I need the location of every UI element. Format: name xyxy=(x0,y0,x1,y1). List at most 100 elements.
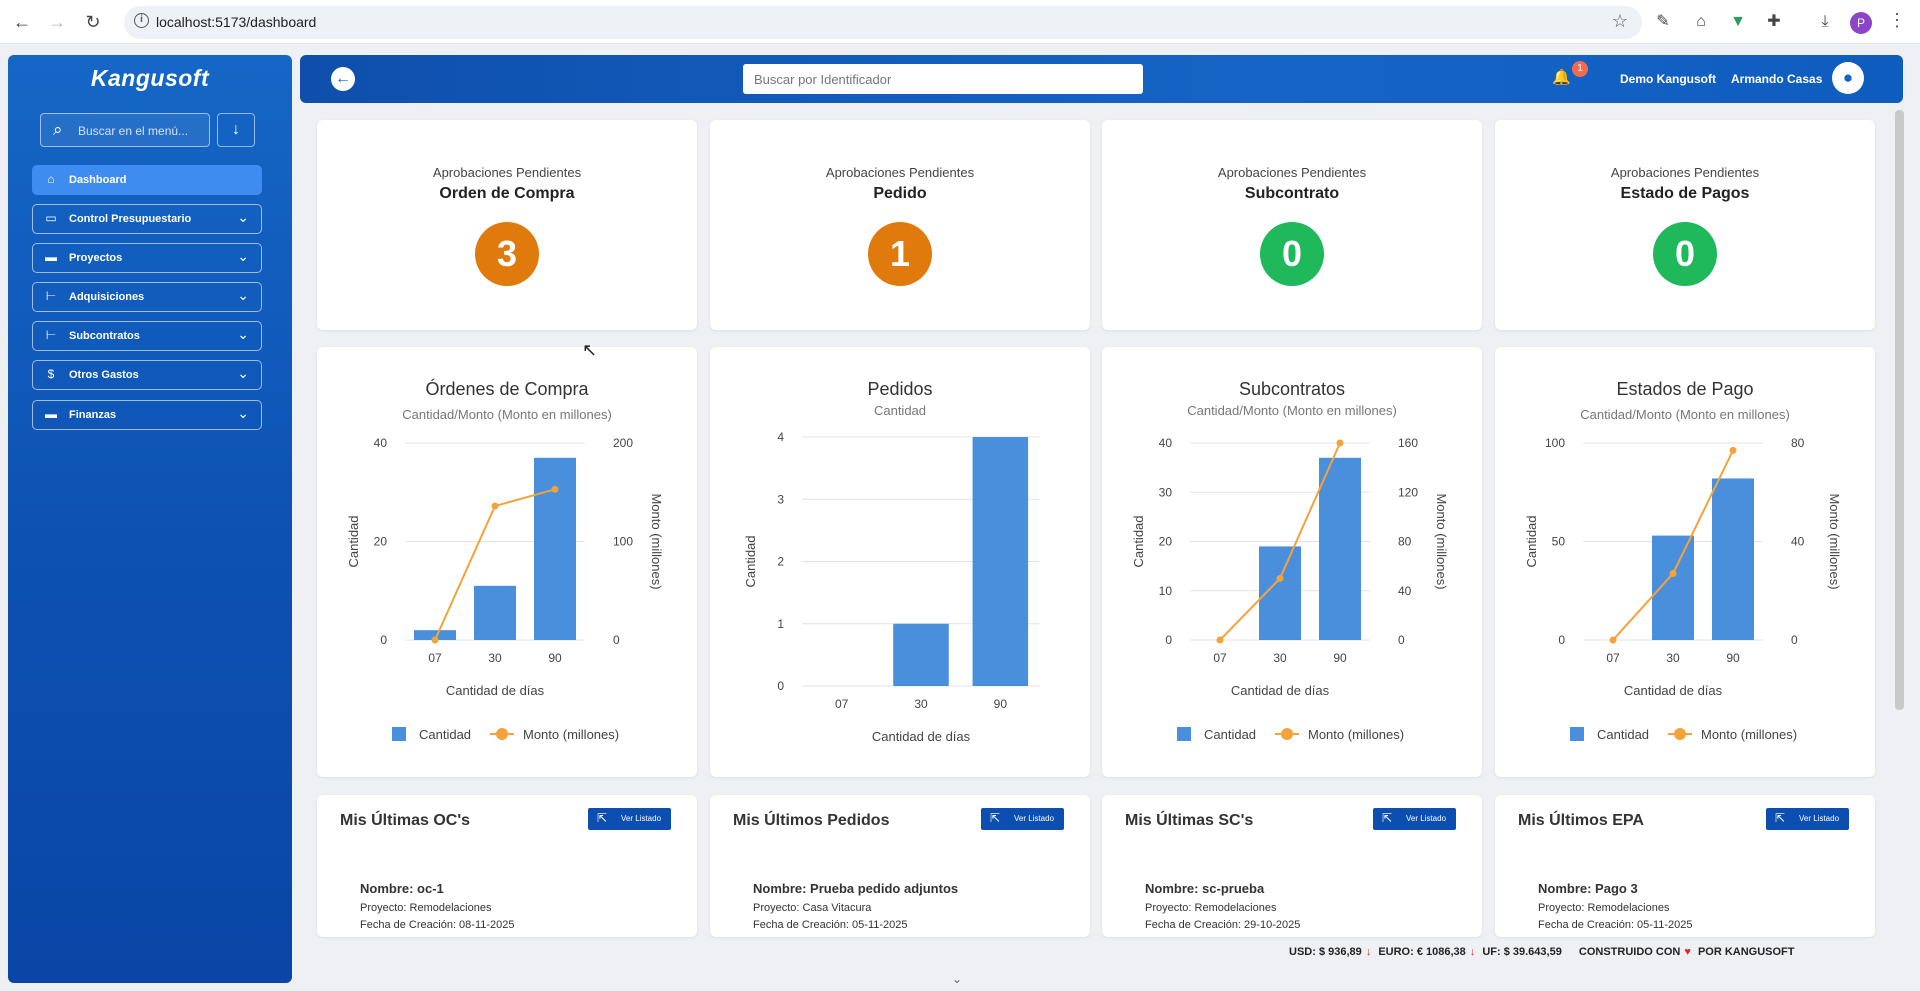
bell-icon[interactable]: 🔔 xyxy=(1552,69,1571,86)
legend-label: Cantidad xyxy=(419,727,471,742)
approval-subtitle: Aprobaciones Pendientes xyxy=(432,165,582,180)
recent-item-date: Fecha de Creación: 05-11-2025 xyxy=(753,919,908,931)
chart-subtitle: Cantidad/Monto (Monto en millones) xyxy=(1187,403,1397,418)
y2-tick-label: 200 xyxy=(613,436,633,450)
site-info-icon[interactable]: i xyxy=(134,13,149,28)
address-bar[interactable]: i localhost:5173/dashboard ☆ xyxy=(124,6,1642,39)
chart-subtitle: Cantidad/Monto (Monto en millones) xyxy=(1580,407,1790,422)
menu-search-input[interactable]: ⌕ Buscar en el menú... xyxy=(40,113,210,147)
chart-card-estados-pago: Estados de Pago Cantidad/Monto (Monto en… xyxy=(1495,347,1875,777)
back-circle-icon[interactable]: ← xyxy=(331,67,355,91)
menu-search-placeholder: Buscar en el menú... xyxy=(78,124,189,138)
chart-title: Estados de Pago xyxy=(1616,379,1754,399)
reload-icon[interactable]: ↻ xyxy=(85,12,101,32)
chart-subtitle: Cantidad xyxy=(873,403,927,418)
approval-count[interactable]: 3 xyxy=(475,222,539,286)
money-icon: $ xyxy=(47,367,55,381)
approval-title: Orden de Compra xyxy=(439,185,575,202)
chevron-down-icon[interactable]: ⌄ xyxy=(952,972,963,986)
sidebar-item-subcontratos[interactable]: ⊢ Subcontratos ⌄ xyxy=(32,321,262,351)
approval-title: Estado de Pagos xyxy=(1620,185,1750,202)
approval-count[interactable]: 1 xyxy=(868,222,932,286)
bar xyxy=(893,623,949,686)
sidebar-item-adquisiciones[interactable]: ⊢ Adquisiciones ⌄ xyxy=(32,282,262,312)
vue-extension-icon[interactable]: ▼ xyxy=(1730,13,1746,30)
ver-listado-button[interactable]: ⇱ Ver Listado xyxy=(981,808,1064,830)
identifier-search-input[interactable]: Buscar por Identificador xyxy=(743,64,1143,94)
bar xyxy=(534,457,576,640)
eyedropper-icon[interactable]: ✎ xyxy=(1656,13,1670,30)
bar xyxy=(474,585,516,640)
ver-listado-label: Ver Listado xyxy=(1406,814,1447,823)
mouse-cursor-icon: ↖ xyxy=(582,340,598,360)
sidebar-item-finanzas[interactable]: ▬ Finanzas ⌄ xyxy=(32,400,262,430)
user-avatar-icon[interactable]: ● xyxy=(1832,62,1864,94)
external-link-icon: ⇱ xyxy=(1382,811,1393,825)
download-icon[interactable]: ⤓ xyxy=(1821,13,1829,30)
tree-icon: ⊢ xyxy=(45,328,57,342)
company-name[interactable]: Demo Kangusoft xyxy=(1620,72,1716,86)
arrow-down-icon[interactable]: ↓ xyxy=(217,113,255,147)
forward-arrow-icon[interactable]: → xyxy=(48,12,66,32)
line-point xyxy=(491,502,499,510)
search-icon: ⌕ xyxy=(53,120,63,139)
recent-item-name[interactable]: Nombre: Prueba pedido adjuntos xyxy=(753,881,959,896)
vertical-scrollbar[interactable] xyxy=(1895,110,1904,710)
sidebar-item-proyectos[interactable]: ▬ Proyectos ⌄ xyxy=(32,243,262,273)
y-axis-label: Cantidad xyxy=(1131,515,1146,567)
recent-title: Mis Últimas OC's xyxy=(340,812,471,829)
chart-title: Órdenes de Compra xyxy=(425,379,589,399)
legend-swatch-bar xyxy=(1570,727,1584,741)
bar xyxy=(972,437,1029,686)
recent-card-pedidos: Mis Últimos Pedidos ⇱ Ver Listado Nombre:… xyxy=(710,795,1090,937)
arrow-down-icon: ↓ xyxy=(1469,946,1476,958)
ver-listado-button[interactable]: ⇱ Ver Listado xyxy=(1766,808,1849,830)
bookmark-star-icon[interactable]: ☆ xyxy=(1611,11,1628,31)
currency-footer: USD: $ 936,89 ↓ EURO: € 1086,38 ↓ UF: $ 39… xyxy=(1289,946,1799,958)
user-name[interactable]: Armando Casas xyxy=(1731,72,1823,86)
y-tick-label: 0 xyxy=(1558,633,1565,647)
y2-tick-label: 120 xyxy=(1398,485,1418,499)
approval-count[interactable]: 0 xyxy=(1260,222,1324,286)
bar xyxy=(1319,457,1361,640)
recent-item-name[interactable]: Nombre: oc-1 xyxy=(360,881,444,896)
recent-item-name[interactable]: Nombre: Pago 3 xyxy=(1538,881,1638,896)
line-point xyxy=(1216,636,1224,644)
heart-icon: ♥ xyxy=(1684,946,1691,958)
y2-axis-label: Monto (millones) xyxy=(1827,493,1842,589)
ver-listado-button[interactable]: ⇱ Ver Listado xyxy=(1373,808,1456,830)
line-point xyxy=(1609,636,1617,644)
recent-item-project: Proyecto: Remodelaciones xyxy=(1145,902,1277,914)
y-tick-label: 50 xyxy=(1552,535,1566,549)
extension-icon[interactable]: ⌂ xyxy=(1696,13,1706,30)
x-tick-label: 07 xyxy=(1213,651,1227,665)
recent-item-name[interactable]: Nombre: sc-prueba xyxy=(1145,881,1265,896)
back-arrow-icon[interactable]: ← xyxy=(13,12,31,32)
approval-title: Subcontrato xyxy=(1244,185,1340,202)
y2-tick-label: 80 xyxy=(1791,436,1805,450)
x-tick-label: 90 xyxy=(994,697,1008,711)
y-tick-label: 40 xyxy=(1159,436,1173,450)
approval-count[interactable]: 0 xyxy=(1653,222,1717,286)
y2-axis-label: Monto (millones) xyxy=(649,493,664,589)
sidebar-item-dashboard[interactable]: ⌂ Dashboard xyxy=(32,165,262,195)
recent-title: Mis Últimos EPA xyxy=(1518,812,1644,829)
puzzle-icon[interactable]: ✚ xyxy=(1767,13,1781,30)
url-text[interactable]: localhost:5173/dashboard xyxy=(156,14,317,30)
x-tick-label: 07 xyxy=(835,697,849,711)
y-tick-label: 40 xyxy=(374,436,388,450)
ver-listado-button[interactable]: ⇱ Ver Listado xyxy=(588,808,671,830)
profile-avatar[interactable]: P xyxy=(1850,12,1872,34)
y2-tick-label: 40 xyxy=(1398,584,1412,598)
more-icon[interactable]: ⋮ xyxy=(1888,10,1906,30)
y-tick-label: 30 xyxy=(1159,485,1173,499)
legend-label: Monto (millones) xyxy=(1308,727,1404,742)
home-icon: ⌂ xyxy=(47,172,55,186)
chart-ordenes-compra: 0 20 40 0 100 200 07 30 90 Cantidad de días Cantid… xyxy=(346,436,664,742)
sidebar-item-otros-gastos[interactable]: $ Otros Gastos ⌄ xyxy=(32,360,262,390)
approval-subtitle: Aprobaciones Pendientes xyxy=(1217,165,1367,180)
legend-swatch-point xyxy=(1281,728,1293,740)
line-point xyxy=(1336,439,1344,447)
bar xyxy=(1712,478,1754,640)
sidebar-item-control-presupuestario[interactable]: ▭ Control Presupuestario ⌄ xyxy=(32,204,262,234)
